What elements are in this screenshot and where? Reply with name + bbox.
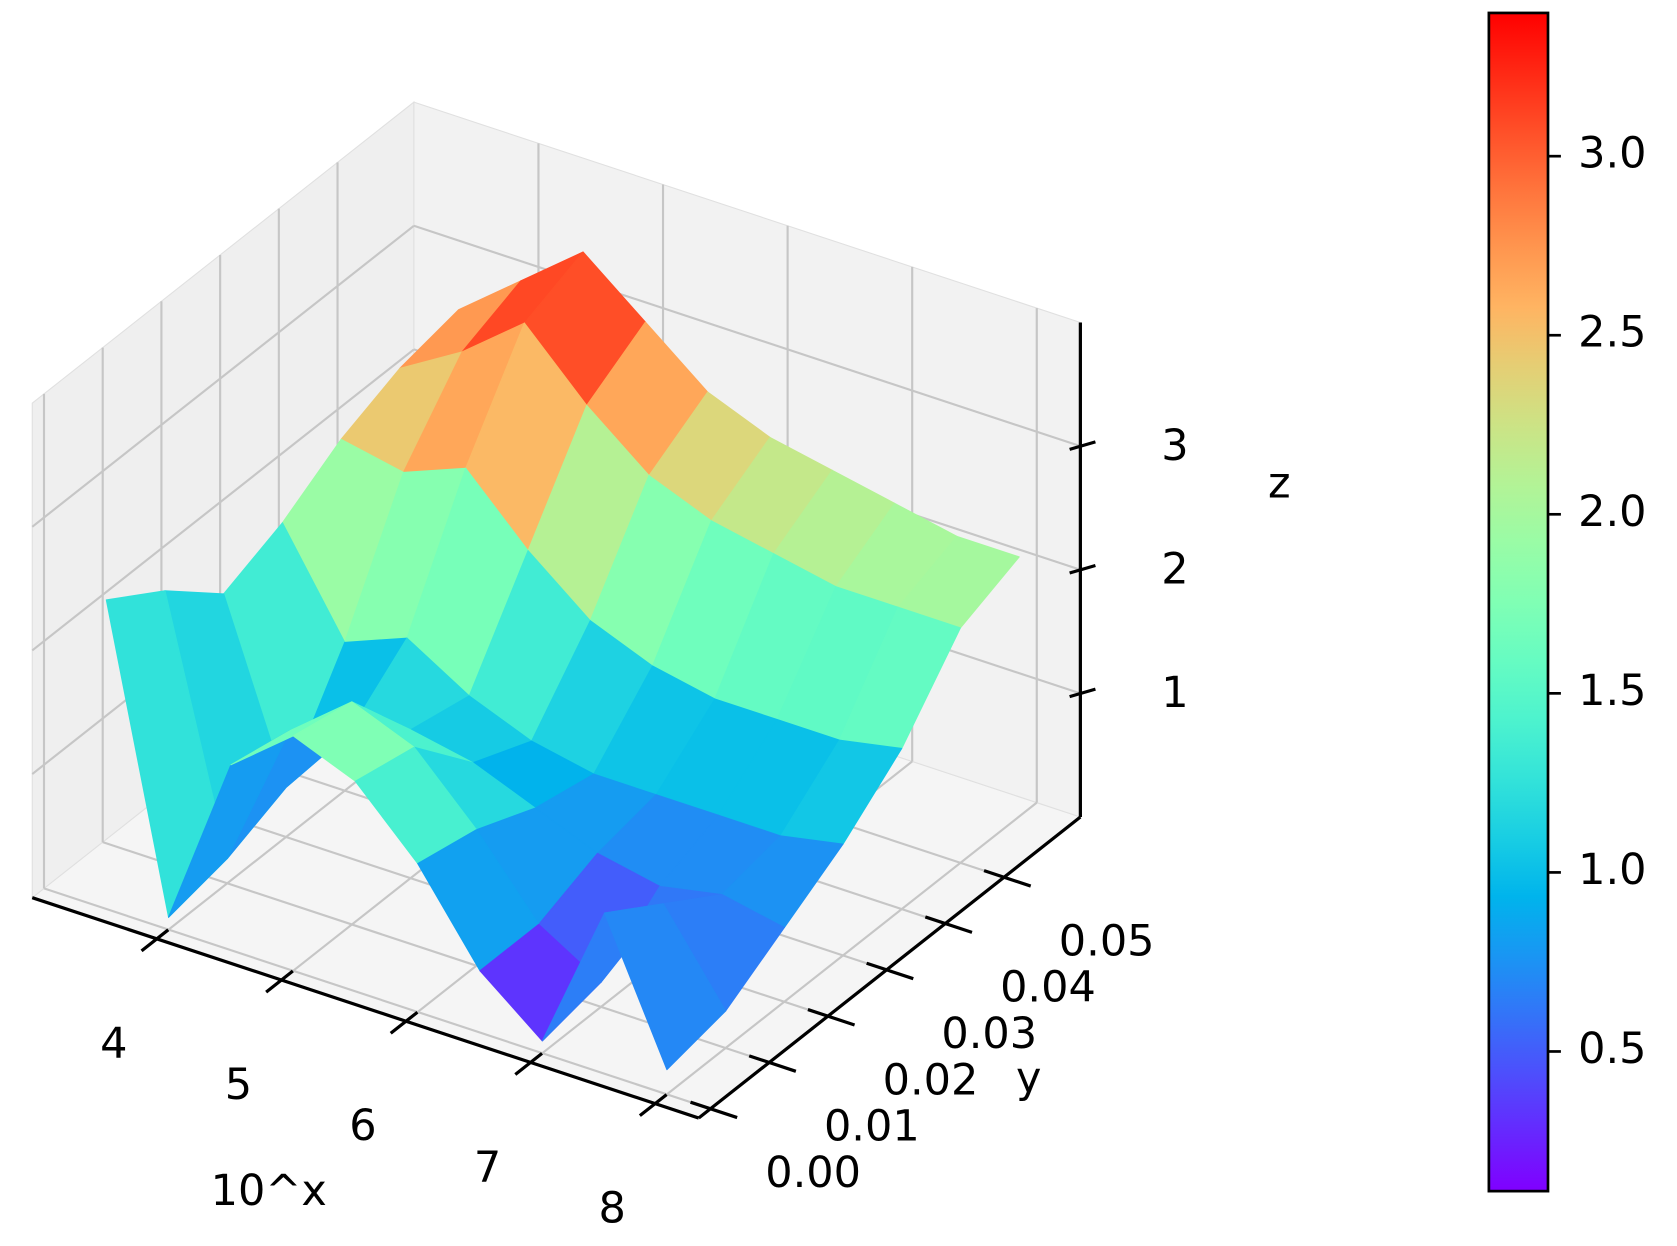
- tick-mark: [1069, 440, 1096, 451]
- tick-mark: [924, 915, 973, 934]
- z-tick-label: 3: [1161, 421, 1188, 471]
- tick-mark: [1069, 563, 1096, 575]
- y-tick-label: 0.00: [765, 1148, 861, 1198]
- x-tick-label: 7: [474, 1142, 501, 1192]
- colorbar-tick-label: 3.0: [1578, 129, 1646, 179]
- y-tick-label: 0.05: [1059, 916, 1155, 966]
- tick-mark: [514, 1052, 544, 1076]
- tick-mark: [983, 869, 1032, 888]
- z-axis-label: z: [1268, 458, 1291, 508]
- colorbar-tick-label: 1.0: [1578, 845, 1646, 895]
- axis-line: [31, 896, 700, 1120]
- x-axis-label: 10^x: [211, 1166, 327, 1216]
- y-tick-label: 0.03: [941, 1009, 1037, 1059]
- colorbar: [1487, 11, 1550, 1193]
- y-tick-label: 0.04: [1000, 963, 1096, 1013]
- tick-mark: [807, 1008, 856, 1027]
- colorbar-tick-label: 2.0: [1578, 487, 1646, 537]
- grid-line: [413, 224, 1081, 448]
- grid-line: [43, 887, 711, 1110]
- tick-mark: [638, 1093, 668, 1117]
- tick-mark: [265, 969, 294, 994]
- x-tick-label: 5: [225, 1060, 252, 1110]
- y-tick-label: 0.01: [824, 1102, 920, 1152]
- tick-mark: [866, 961, 914, 981]
- grid-line: [31, 348, 415, 652]
- y-axis-label: y: [1016, 1053, 1041, 1103]
- x-tick-label: 8: [598, 1184, 625, 1234]
- surface-cell: [604, 903, 727, 1071]
- colorbar-tick-label: 1.5: [1578, 666, 1646, 716]
- grid-line: [654, 801, 1038, 1105]
- tick-mark: [1069, 687, 1096, 699]
- y-tick-label: 0.02: [883, 1055, 979, 1105]
- tick-mark: [689, 1100, 738, 1120]
- colorbar-tick-label: 2.5: [1578, 308, 1646, 358]
- tick-mark: [748, 1054, 797, 1073]
- tick-mark: [140, 928, 170, 953]
- axis-line: [697, 815, 1082, 1120]
- z-tick-label: 1: [1161, 668, 1188, 718]
- colorbar-tick-label: 0.5: [1578, 1024, 1646, 1074]
- grid-line: [31, 224, 415, 528]
- tick-mark: [389, 1010, 419, 1035]
- x-tick-label: 6: [349, 1101, 376, 1151]
- z-tick-label: 2: [1161, 544, 1188, 594]
- x-tick-label: 4: [100, 1019, 127, 1069]
